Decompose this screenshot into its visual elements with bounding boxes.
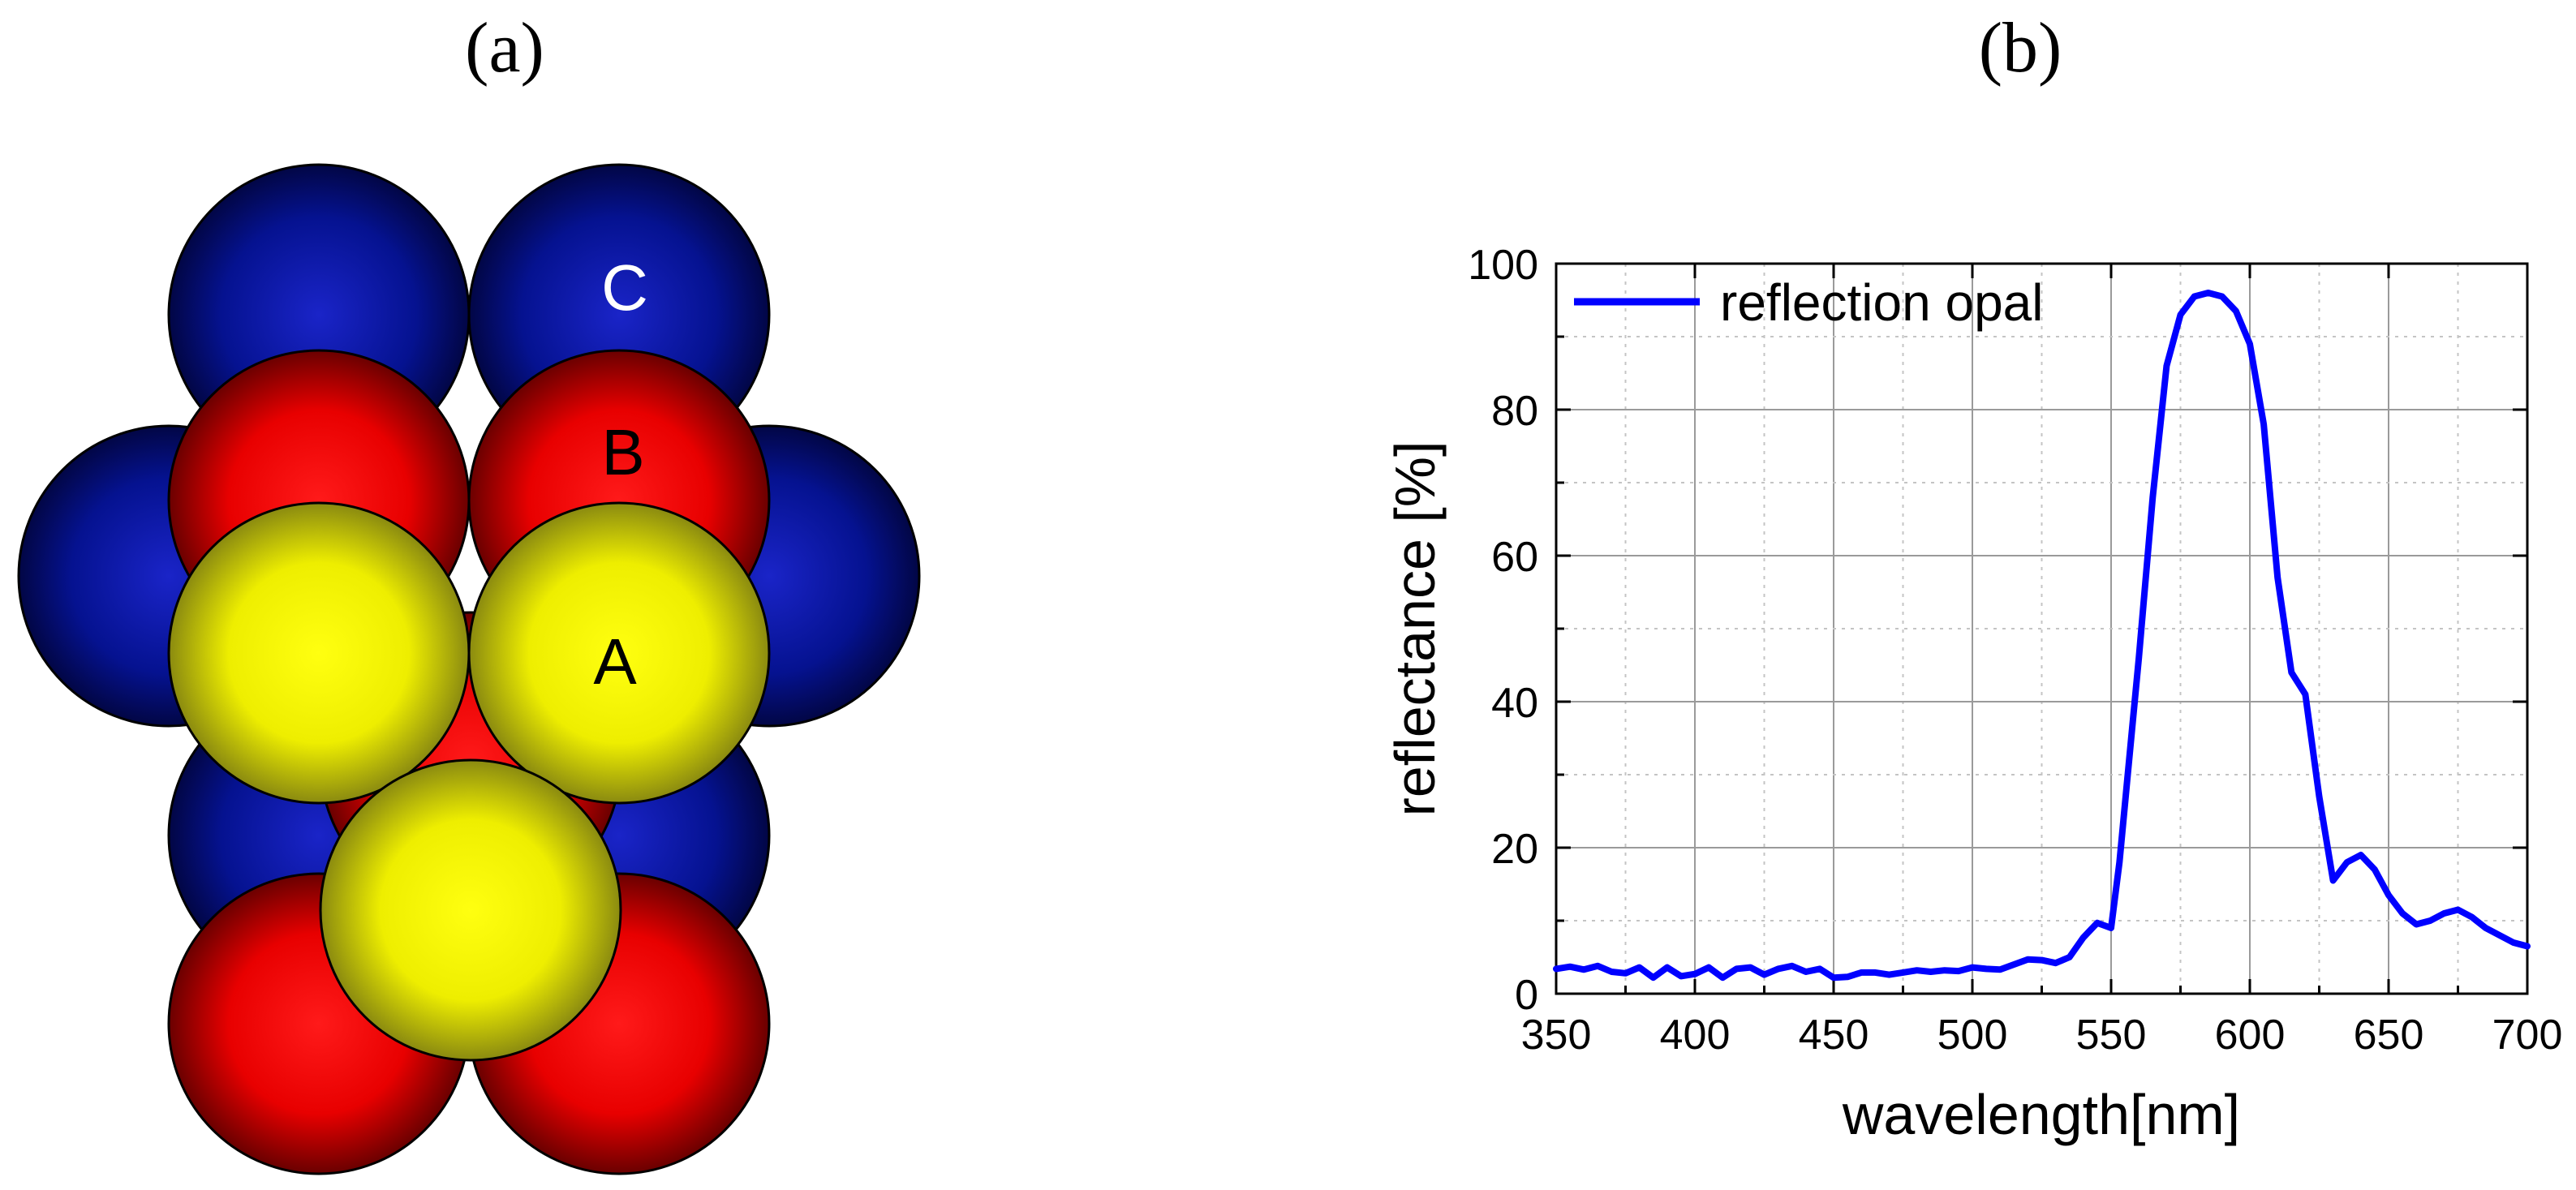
layer-label-c: C xyxy=(601,251,648,324)
y-tick-label: 40 xyxy=(1491,680,1538,727)
x-tick-label: 550 xyxy=(2076,1012,2147,1059)
panel-label-a: (a) xyxy=(465,9,544,88)
y-axis-label: reflectance [%] xyxy=(1383,441,1447,817)
legend-entry: reflection opal xyxy=(1720,273,2043,332)
y-tick-label: 100 xyxy=(1468,242,1538,289)
legend: reflection opal xyxy=(1574,273,2043,332)
panel-label-b: (b) xyxy=(1979,9,2062,88)
sphere-a xyxy=(167,501,471,805)
x-tick-label: 350 xyxy=(1521,1012,1592,1059)
chart-grid xyxy=(1556,264,2527,994)
y-tick-label: 20 xyxy=(1491,826,1538,873)
layer-label-b: B xyxy=(601,416,644,488)
sphere-packing-diagram xyxy=(17,163,921,1175)
x-axis-label: wavelength[nm] xyxy=(1842,1083,2240,1146)
x-tick-labels: 350 400 450 500 550 600 650 700 xyxy=(1521,1012,2563,1059)
reflectance-chart: 350 400 450 500 550 600 650 700 0 20 40 60 80 100 wa… xyxy=(1383,242,2562,1146)
sphere-a xyxy=(467,501,771,805)
y-tick-labels: 0 20 40 60 80 100 xyxy=(1468,242,1538,1019)
y-tick-label: 60 xyxy=(1491,534,1538,581)
axis-ticks xyxy=(1555,262,2529,995)
y-tick-label: 0 xyxy=(1515,972,1538,1019)
x-tick-label: 400 xyxy=(1660,1012,1731,1059)
y-tick-label: 80 xyxy=(1491,388,1538,435)
chart-series xyxy=(1553,290,2531,982)
x-tick-label: 450 xyxy=(1799,1012,1869,1059)
sphere-a xyxy=(319,758,622,1062)
x-tick-label: 600 xyxy=(2215,1012,2286,1059)
x-tick-label: 650 xyxy=(2354,1012,2424,1059)
series-line-0 xyxy=(1553,290,2531,982)
layer-label-a: A xyxy=(593,625,637,698)
x-tick-label: 500 xyxy=(1937,1012,2008,1059)
x-tick-label: 700 xyxy=(2492,1012,2563,1059)
